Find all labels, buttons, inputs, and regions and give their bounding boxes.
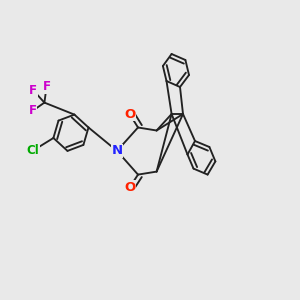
Text: F: F	[43, 80, 50, 94]
Text: N: N	[111, 144, 123, 158]
Text: O: O	[124, 107, 135, 121]
Text: Cl: Cl	[27, 144, 39, 157]
Text: O: O	[124, 181, 135, 194]
Text: F: F	[28, 104, 36, 118]
Text: F: F	[29, 83, 37, 97]
